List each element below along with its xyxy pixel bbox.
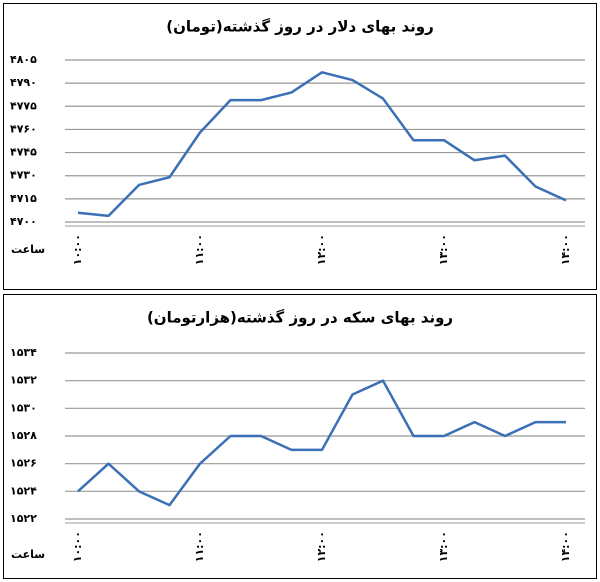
y-tick-label: ۱۵۳۴	[10, 346, 37, 359]
x-tick-label: ۱۱:۰۰	[193, 531, 206, 562]
y-tick-label: ۴۷۶۰	[10, 122, 37, 135]
x-tick-label: ۱۱:۰۰	[193, 234, 206, 265]
y-tick-label: ۴۷۰۰	[10, 215, 37, 228]
x-tick-label: ۱۳:۰۰	[437, 234, 450, 265]
y-tick-label: ۱۵۲۴	[10, 484, 37, 497]
y-tick-label: ۱۵۲۸	[10, 429, 37, 442]
chart-frame	[3, 3, 597, 290]
y-tick-label: ۱۵۲۶	[10, 457, 37, 470]
y-tick-label: ۱۵۳۰	[10, 401, 37, 414]
y-tick-label: ۴۷۱۵	[10, 192, 37, 205]
x-axis-label: ساعت	[11, 243, 45, 256]
x-tick-label: ۱۰:۰۰	[71, 531, 84, 562]
x-tick-label: ۱۴:۰۰	[559, 531, 572, 562]
x-tick-label: ۱۳:۰۰	[437, 531, 450, 562]
x-tick-label: ۱۲:۰۰	[315, 234, 328, 265]
y-tick-label: ۴۸۰۵	[10, 53, 37, 66]
y-tick-label: ۱۵۳۲	[10, 374, 37, 387]
data-line	[77, 71, 567, 218]
chart-title: روند بهای سکه در روز گذشته(هزارتومان)	[147, 309, 453, 327]
x-tick-label: ۱۴:۰۰	[559, 234, 572, 265]
y-tick-label: ۴۷۷۵	[10, 99, 37, 112]
y-tick-label: ۱۵۲۲	[10, 512, 37, 525]
y-tick-label: ۴۷۴۵	[10, 146, 37, 159]
chart-title: روند بهای دلار در روز گذشته(تومان)	[166, 18, 434, 36]
chart-frame	[3, 294, 597, 579]
x-tick-label: ۱۰:۰۰	[71, 234, 84, 265]
x-axis-label: ساعت	[11, 548, 45, 561]
y-tick-label: ۴۷۳۰	[10, 169, 37, 182]
x-tick-label: ۱۲:۰۰	[315, 531, 328, 562]
data-line	[77, 379, 566, 507]
y-tick-label: ۴۷۹۰	[10, 76, 37, 89]
